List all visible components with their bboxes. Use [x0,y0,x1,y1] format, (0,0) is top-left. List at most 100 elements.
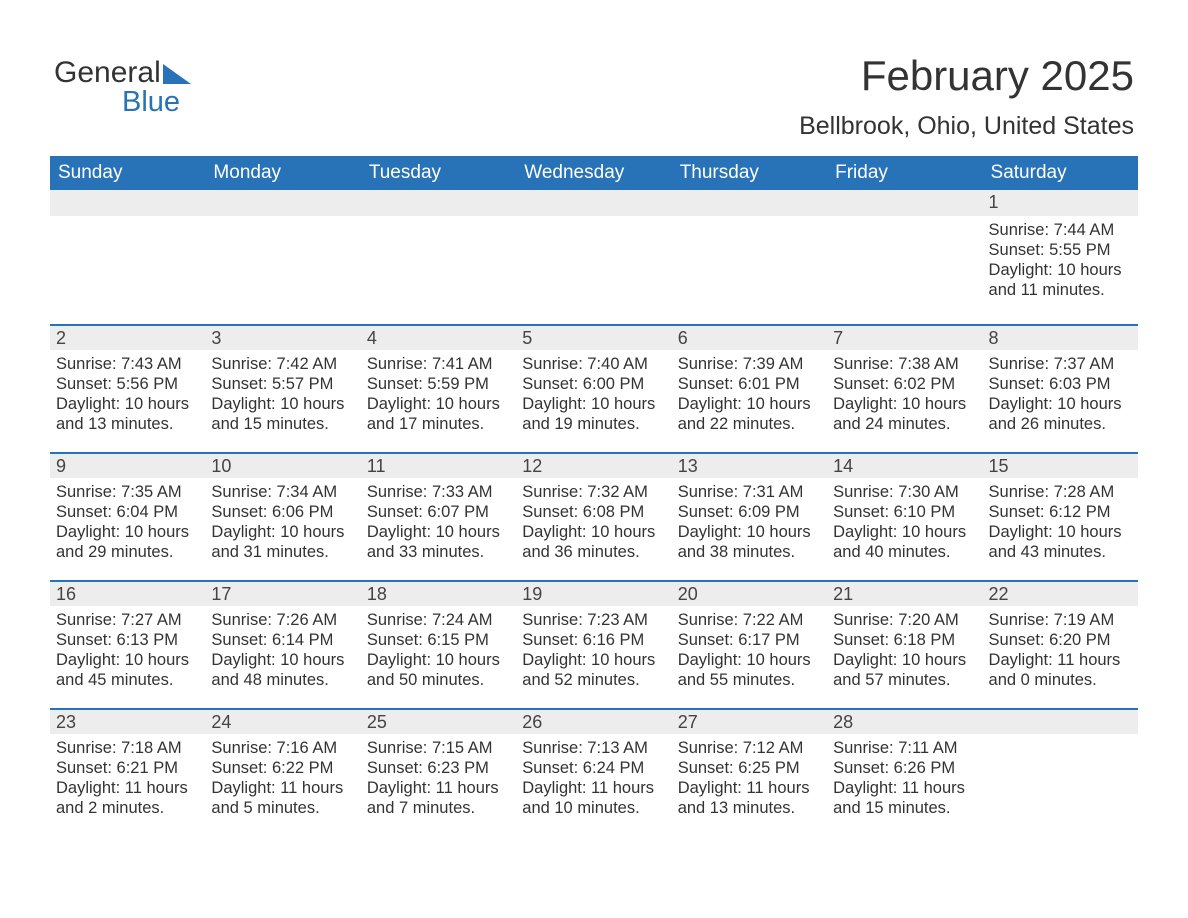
daylight-line: Daylight: 11 hours and 7 minutes. [367,778,510,818]
sunrise-line: Sunrise: 7:35 AM [56,482,199,502]
day-data: Sunrise: 7:44 AMSunset: 5:55 PMDaylight:… [983,216,1138,305]
daylight-line: Daylight: 10 hours and 15 minutes. [211,394,354,434]
day-number-bar: 8 [983,324,1138,350]
calendar-day-cell: 6Sunrise: 7:39 AMSunset: 6:01 PMDaylight… [672,324,827,452]
location-line: Bellbrook, Ohio, United States [799,112,1134,141]
calendar-day-cell: 13Sunrise: 7:31 AMSunset: 6:09 PMDayligh… [672,452,827,580]
sunset-line: Sunset: 6:15 PM [367,630,510,650]
day-number-bar: 5 [516,324,671,350]
calendar-week-row: 16Sunrise: 7:27 AMSunset: 6:13 PMDayligh… [50,580,1138,708]
header: February 2025 Bellbrook, Ohio, United St… [799,52,1134,141]
calendar-day-cell: 7Sunrise: 7:38 AMSunset: 6:02 PMDaylight… [827,324,982,452]
sunrise-line: Sunrise: 7:37 AM [989,354,1132,374]
day-number-bar: 11 [361,452,516,478]
sunrise-line: Sunrise: 7:12 AM [678,738,821,758]
daylight-line: Daylight: 10 hours and 11 minutes. [989,260,1132,300]
daylight-line: Daylight: 11 hours and 5 minutes. [211,778,354,818]
daylight-line: Daylight: 10 hours and 13 minutes. [56,394,199,434]
day-number-bar: 9 [50,452,205,478]
day-data: Sunrise: 7:41 AMSunset: 5:59 PMDaylight:… [361,350,516,439]
daylight-line: Daylight: 10 hours and 26 minutes. [989,394,1132,434]
day-number-bar: 12 [516,452,671,478]
weekday-header: Tuesday [361,156,516,190]
day-data: Sunrise: 7:34 AMSunset: 6:06 PMDaylight:… [205,478,360,567]
day-number-bar: 28 [827,708,982,734]
daylight-line: Daylight: 10 hours and 50 minutes. [367,650,510,690]
day-number-bar: 1 [983,190,1138,216]
day-data: Sunrise: 7:32 AMSunset: 6:08 PMDaylight:… [516,478,671,567]
sunset-line: Sunset: 6:07 PM [367,502,510,522]
sunset-line: Sunset: 6:21 PM [56,758,199,778]
calendar-day-cell [50,190,205,324]
day-data: Sunrise: 7:22 AMSunset: 6:17 PMDaylight:… [672,606,827,695]
day-number-bar: 23 [50,708,205,734]
sunrise-line: Sunrise: 7:13 AM [522,738,665,758]
day-data: Sunrise: 7:33 AMSunset: 6:07 PMDaylight:… [361,478,516,567]
calendar-day-cell: 3 Sunrise: 7:42 AMSunset: 5:57 PMDaylight… [205,324,360,452]
sunrise-line: Sunrise: 7:19 AM [989,610,1132,630]
weekday-header: Sunday [50,156,205,190]
day-number-bar: 15 [983,452,1138,478]
sunset-line: Sunset: 6:13 PM [56,630,199,650]
day-number-bar: 14 [827,452,982,478]
daylight-line: Daylight: 11 hours and 2 minutes. [56,778,199,818]
daylight-line: Daylight: 10 hours and 43 minutes. [989,522,1132,562]
logo-word1: General [54,58,161,88]
calendar-day-cell: 16Sunrise: 7:27 AMSunset: 6:13 PMDayligh… [50,580,205,708]
sunset-line: Sunset: 6:16 PM [522,630,665,650]
calendar-day-cell [205,190,360,324]
calendar-week-row: 2Sunrise: 7:43 AMSunset: 5:56 PMDaylight… [50,324,1138,452]
sunset-line: Sunset: 6:17 PM [678,630,821,650]
sunrise-line: Sunrise: 7:20 AM [833,610,976,630]
daylight-line: Daylight: 10 hours and 48 minutes. [211,650,354,690]
calendar-day-cell: 19Sunrise: 7:23 AMSunset: 6:16 PMDayligh… [516,580,671,708]
calendar-day-cell [672,190,827,324]
calendar-day-cell: 4Sunrise: 7:41 AMSunset: 5:59 PMDaylight… [361,324,516,452]
day-number-bar: 13 [672,452,827,478]
sunrise-line: Sunrise: 7:22 AM [678,610,821,630]
day-data: Sunrise: 7:39 AMSunset: 6:01 PMDaylight:… [672,350,827,439]
sunset-line: Sunset: 6:09 PM [678,502,821,522]
day-number-bar: 6 [672,324,827,350]
weekday-header-row: Sunday Monday Tuesday Wednesday Thursday… [50,156,1138,190]
day-number-bar: 3 [205,324,360,350]
daylight-line: Daylight: 10 hours and 52 minutes. [522,650,665,690]
calendar-day-cell: 10Sunrise: 7:34 AMSunset: 6:06 PMDayligh… [205,452,360,580]
weekday-header: Thursday [672,156,827,190]
day-number-bar: 10 [205,452,360,478]
calendar-day-cell: 26Sunrise: 7:13 AMSunset: 6:24 PMDayligh… [516,708,671,836]
sunrise-line: Sunrise: 7:18 AM [56,738,199,758]
daylight-line: Daylight: 11 hours and 10 minutes. [522,778,665,818]
sunrise-line: Sunrise: 7:16 AM [211,738,354,758]
calendar-day-cell [361,190,516,324]
calendar-day-cell: 8Sunrise: 7:37 AMSunset: 6:03 PMDaylight… [983,324,1138,452]
calendar-day-cell: 18Sunrise: 7:24 AMSunset: 6:15 PMDayligh… [361,580,516,708]
day-data: Sunrise: 7:28 AMSunset: 6:12 PMDaylight:… [983,478,1138,567]
day-data: Sunrise: 7:24 AMSunset: 6:15 PMDaylight:… [361,606,516,695]
calendar-day-cell: 28Sunrise: 7:11 AMSunset: 6:26 PMDayligh… [827,708,982,836]
calendar-table: Sunday Monday Tuesday Wednesday Thursday… [50,156,1138,836]
sunrise-line: Sunrise: 7:27 AM [56,610,199,630]
sunrise-line: Sunrise: 7:32 AM [522,482,665,502]
calendar-day-cell: 20Sunrise: 7:22 AMSunset: 6:17 PMDayligh… [672,580,827,708]
daylight-line: Daylight: 10 hours and 38 minutes. [678,522,821,562]
calendar-day-cell: 11Sunrise: 7:33 AMSunset: 6:07 PMDayligh… [361,452,516,580]
logo-word2: Blue [122,88,191,117]
calendar-day-cell: 25Sunrise: 7:15 AMSunset: 6:23 PMDayligh… [361,708,516,836]
calendar-day-cell: 21Sunrise: 7:20 AMSunset: 6:18 PMDayligh… [827,580,982,708]
calendar-day-cell: 22Sunrise: 7:19 AMSunset: 6:20 PMDayligh… [983,580,1138,708]
calendar-week-row: 23Sunrise: 7:18 AMSunset: 6:21 PMDayligh… [50,708,1138,836]
sunset-line: Sunset: 6:14 PM [211,630,354,650]
sunset-line: Sunset: 6:04 PM [56,502,199,522]
sunrise-line: Sunrise: 7:42 AM [211,354,354,374]
logo: General Blue [54,58,191,117]
weekday-header: Monday [205,156,360,190]
sunrise-line: Sunrise: 7:44 AM [989,220,1132,240]
daylight-line: Daylight: 10 hours and 22 minutes. [678,394,821,434]
day-data: Sunrise: 7:31 AMSunset: 6:09 PMDaylight:… [672,478,827,567]
day-number-bar [50,190,205,216]
sunset-line: Sunset: 5:57 PM [211,374,354,394]
calendar-day-cell: 12Sunrise: 7:32 AMSunset: 6:08 PMDayligh… [516,452,671,580]
daylight-line: Daylight: 10 hours and 29 minutes. [56,522,199,562]
day-data: Sunrise: 7:30 AMSunset: 6:10 PMDaylight:… [827,478,982,567]
